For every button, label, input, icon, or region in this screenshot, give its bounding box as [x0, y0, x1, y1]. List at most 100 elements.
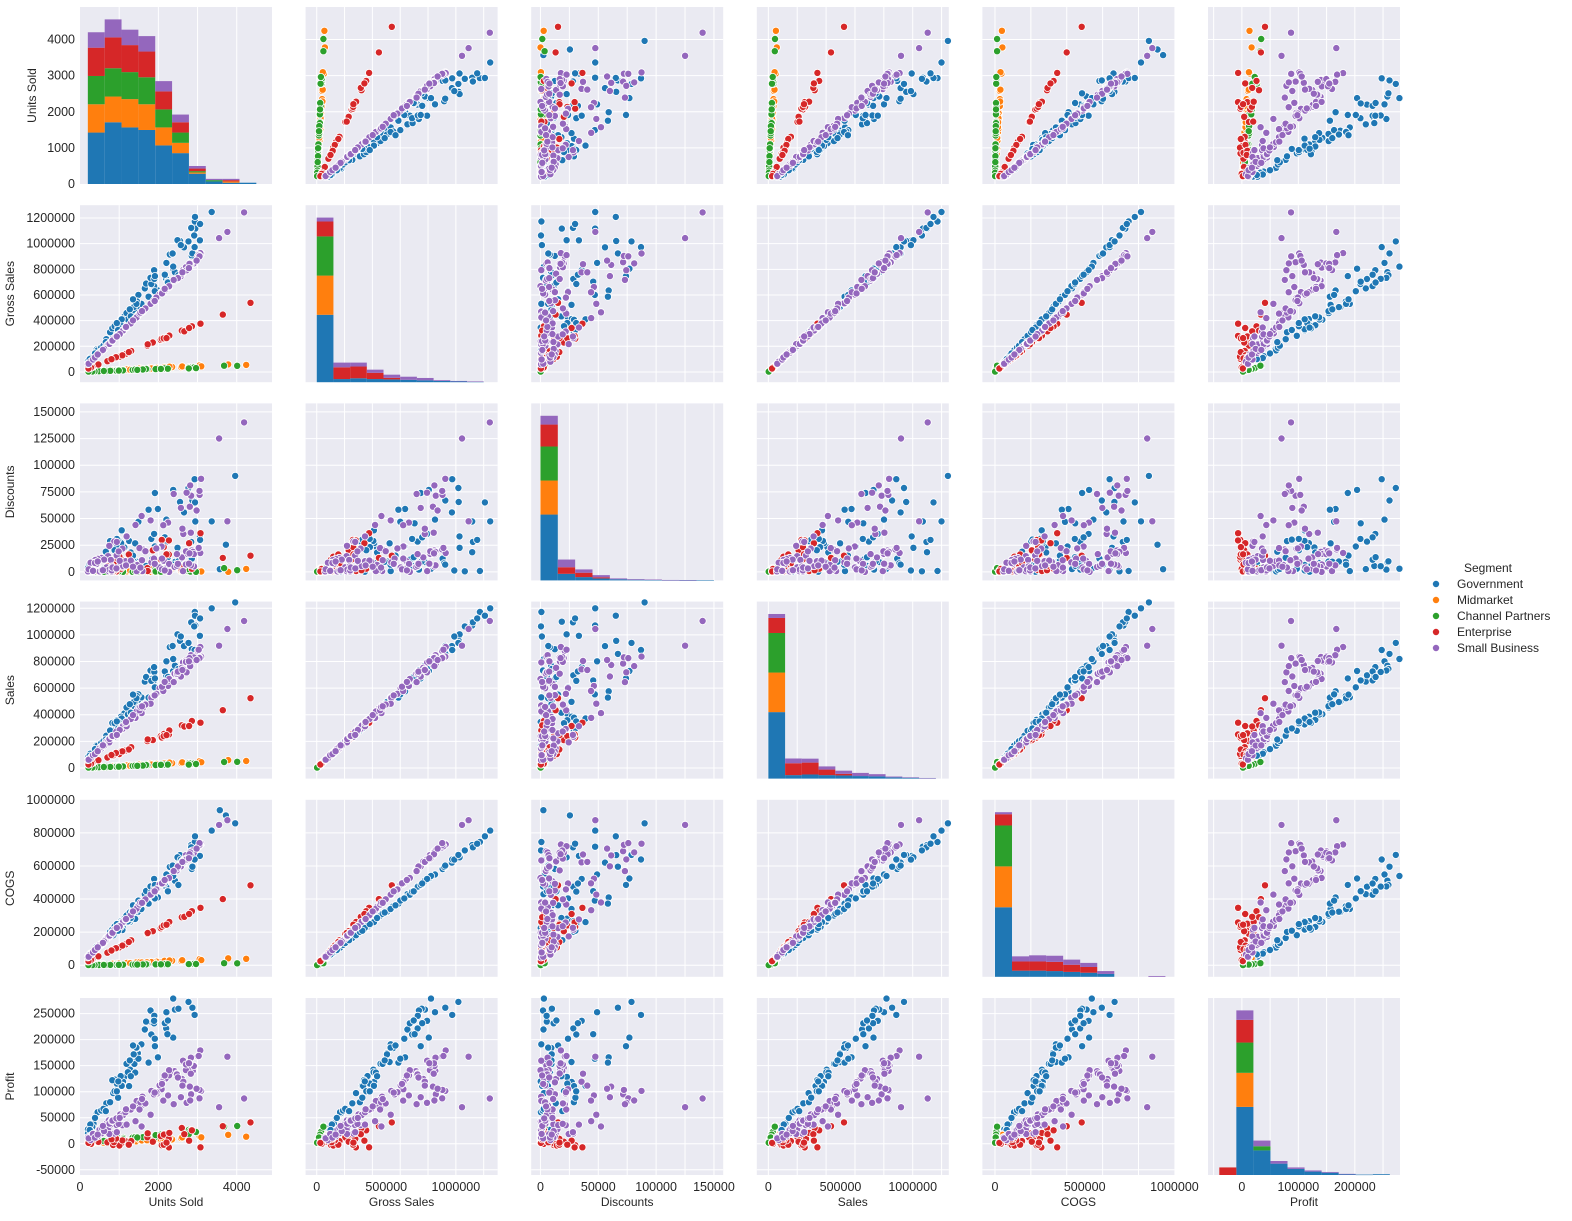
point-enterprise	[1240, 112, 1249, 121]
point-small-business	[857, 101, 866, 110]
point-government	[460, 567, 469, 576]
point-government	[1144, 471, 1153, 480]
point-government	[426, 94, 435, 103]
point-government	[591, 73, 600, 82]
point-government	[591, 207, 600, 216]
point-government	[1353, 264, 1362, 273]
point-small-business	[800, 537, 809, 546]
point-small-business	[823, 512, 832, 521]
point-enterprise	[1261, 298, 1270, 307]
point-small-business	[112, 537, 121, 546]
point-small-business	[843, 559, 852, 568]
point-government	[603, 292, 612, 301]
point-small-business	[1122, 474, 1131, 483]
point-small-business	[537, 167, 546, 176]
point-small-business	[464, 44, 473, 53]
point-small-business	[863, 503, 872, 512]
point-channel-partners	[316, 73, 325, 82]
point-small-business	[857, 93, 866, 102]
point-small-business	[192, 256, 201, 265]
point-small-business	[857, 284, 866, 293]
point-government	[923, 548, 932, 557]
point-enterprise	[571, 104, 580, 113]
point-enterprise	[246, 298, 255, 307]
panel-gross-sales-vs-cogs	[982, 205, 1175, 383]
point-government	[486, 58, 495, 67]
point-small-business	[1105, 488, 1114, 497]
point-small-business	[540, 146, 549, 155]
point-small-business	[550, 104, 559, 113]
point-small-business	[1293, 111, 1302, 120]
histogram-bar-enterprise	[104, 37, 122, 69]
panel-units-sold-vs-cogs	[982, 7, 1175, 184]
point-government	[1085, 485, 1094, 494]
point-small-business	[574, 136, 583, 145]
point-small-business	[1114, 491, 1123, 500]
point-government	[873, 111, 882, 120]
point-government	[1294, 319, 1303, 328]
point-government	[1371, 111, 1380, 120]
point-small-business	[184, 264, 193, 273]
y-tick-label: 150000	[33, 405, 75, 419]
point-small-business	[429, 528, 438, 537]
point-small-business	[880, 528, 889, 537]
point-enterprise	[1255, 86, 1264, 95]
point-government	[385, 539, 394, 548]
point-small-business	[1083, 284, 1092, 293]
histogram-bar-small-business	[679, 580, 697, 581]
point-channel-partners	[766, 127, 775, 136]
point-small-business	[558, 304, 567, 313]
point-small-business	[184, 559, 193, 568]
point-government	[1042, 312, 1051, 321]
histogram-bar-small-business	[366, 369, 384, 373]
point-small-business	[1258, 136, 1267, 145]
point-small-business	[1041, 561, 1050, 570]
point-government	[448, 74, 457, 83]
point-small-business	[859, 559, 868, 568]
point-government	[418, 101, 427, 110]
point-government	[1287, 535, 1296, 544]
point-small-business	[547, 163, 556, 172]
point-government	[1311, 133, 1320, 142]
histogram-bar-government	[627, 579, 645, 581]
histogram-bar-government	[333, 379, 351, 383]
point-government	[593, 258, 602, 267]
point-government	[909, 543, 918, 552]
point-government	[611, 74, 620, 83]
point-small-business	[1325, 264, 1334, 273]
point-small-business	[1257, 345, 1266, 354]
histogram-bar-enterprise	[592, 577, 610, 579]
point-government	[190, 231, 199, 240]
point-midmarket	[320, 26, 329, 35]
point-government	[454, 79, 463, 88]
point-small-business	[892, 70, 901, 79]
histogram-bar-small-business	[121, 29, 139, 46]
point-small-business	[402, 566, 411, 575]
point-small-business	[1031, 537, 1040, 546]
histogram-bar-midmarket	[188, 172, 206, 174]
point-small-business	[336, 158, 345, 167]
point-small-business	[336, 566, 345, 575]
y-tick-label: 2000	[47, 105, 75, 119]
point-small-business	[579, 260, 588, 269]
point-small-business	[561, 109, 570, 118]
point-small-business	[223, 517, 232, 526]
histogram-bar-small-business	[87, 32, 105, 48]
point-enterprise	[196, 529, 205, 538]
point-small-business	[1117, 256, 1126, 265]
point-small-business	[1049, 316, 1058, 325]
point-government	[892, 475, 901, 484]
point-small-business	[545, 296, 554, 305]
point-government	[537, 231, 546, 240]
point-government	[900, 79, 909, 88]
histogram-bar-enterprise	[155, 91, 173, 110]
point-government	[196, 219, 205, 228]
point-small-business	[549, 122, 558, 131]
point-government	[557, 224, 566, 233]
histogram-bar-midmarket	[155, 127, 173, 146]
histogram-bar-small-business	[350, 362, 367, 367]
histogram-bar-government	[316, 314, 334, 383]
histogram-bar-channel-partners	[188, 171, 206, 173]
histogram-bar-small-business	[104, 19, 122, 38]
point-small-business	[1059, 512, 1068, 521]
